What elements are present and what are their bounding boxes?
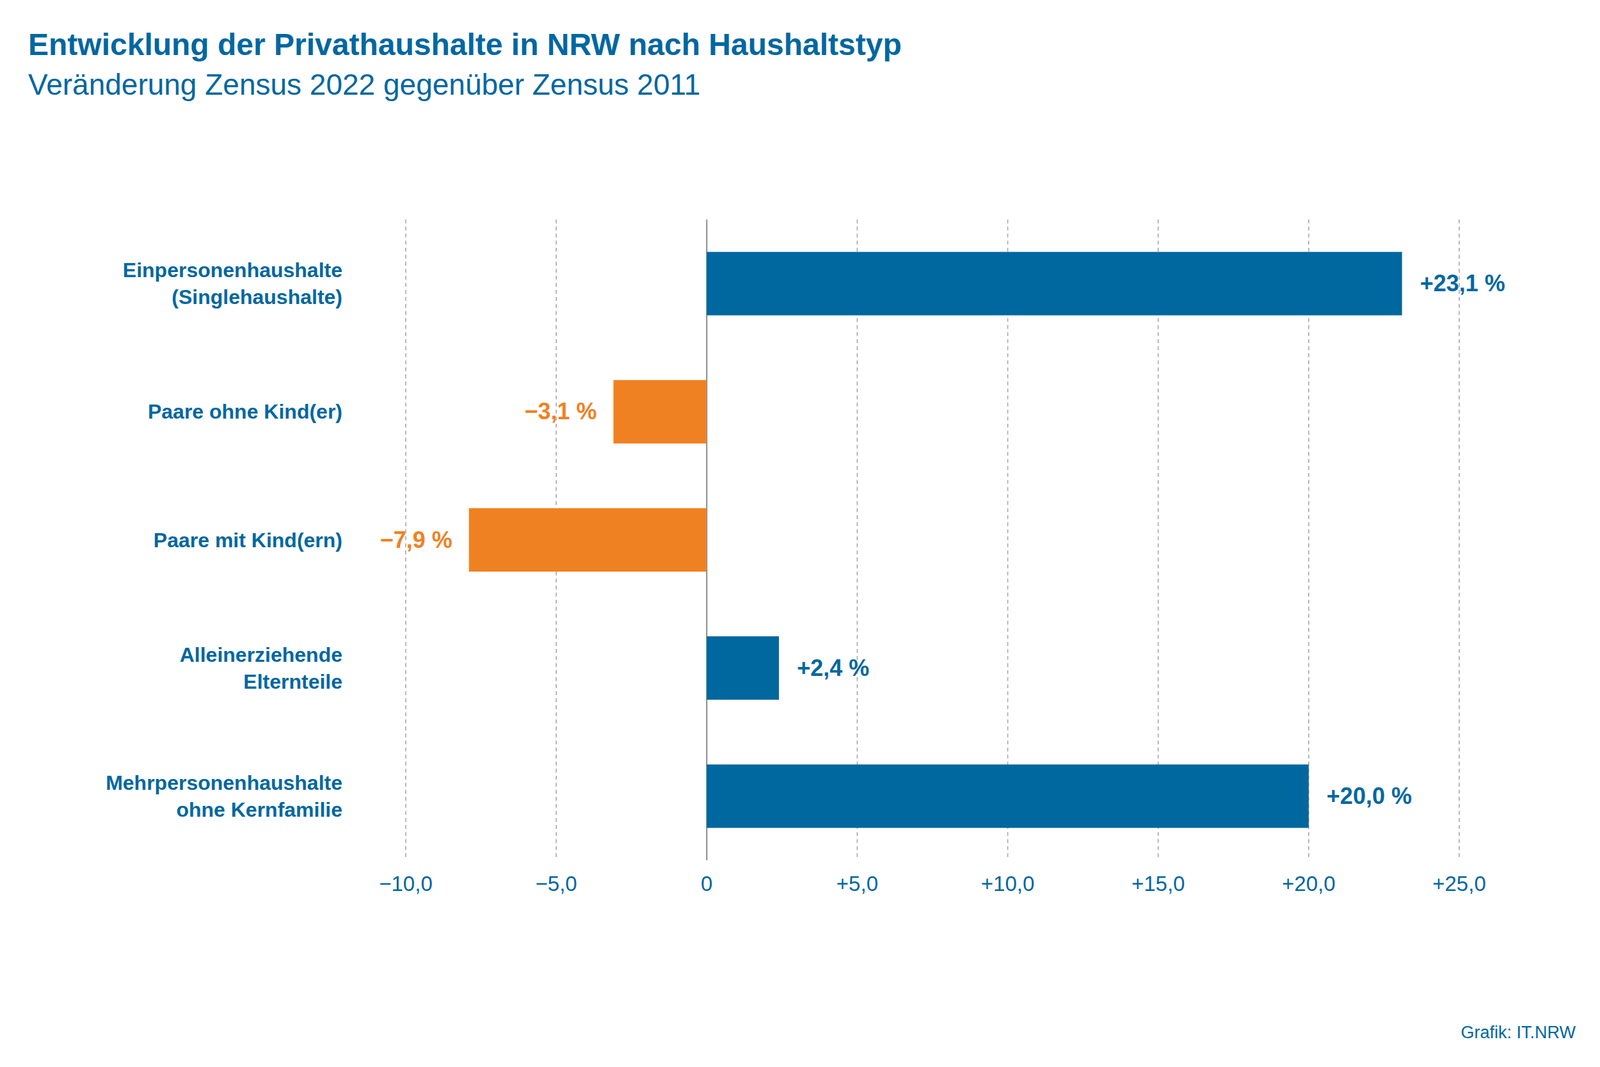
category-label: Einpersonenhaushalte(Singlehaushalte): [122, 258, 343, 309]
tick-label: +15,0: [1131, 871, 1186, 896]
grid-line: [856, 219, 859, 861]
data-label: −7,9 %: [380, 526, 453, 553]
bar: [469, 508, 708, 572]
grid-line: [1007, 219, 1009, 861]
grid-line: [1308, 219, 1310, 861]
bar: [613, 380, 707, 444]
tick-label: +5,0: [836, 871, 879, 896]
bar: [706, 252, 1402, 316]
category-label: Mehrpersonenhaushalteohne Kernfamilie: [105, 771, 343, 822]
tick-label: +20,0: [1281, 871, 1336, 896]
data-label: +2,4 %: [796, 654, 870, 681]
source: Grafik: IT.NRW: [1460, 1022, 1576, 1042]
category-label: Paare mit Kind(ern): [153, 528, 343, 552]
data-label: −3,1 %: [524, 398, 597, 425]
tick-label: −10,0: [378, 871, 433, 896]
bar: [706, 636, 779, 700]
title: Entwicklung der Privathaushalte in NRW n…: [28, 27, 902, 62]
grid-line: [1458, 219, 1460, 861]
grid: [405, 219, 1460, 861]
tick-label: +10,0: [981, 871, 1035, 896]
labels: Einpersonenhaushalte(Singlehaushalte) +23…: [105, 258, 1506, 822]
tick-label: −5,0: [535, 871, 578, 896]
chart: Entwicklung der Privathaushalte in NRW n…: [0, 0, 1600, 1067]
subtitle: Veränderung Zensus 2022 gegenüber Zensus…: [28, 67, 701, 102]
tick-label: 0: [700, 871, 713, 896]
data-label: +20,0 %: [1326, 782, 1412, 809]
bars: [469, 252, 1403, 829]
bar: [706, 764, 1309, 828]
tick-label: +25,0: [1432, 871, 1487, 896]
category-label: AlleinerziehendeElternteile: [179, 643, 343, 694]
data-label: +23,1 %: [1420, 270, 1506, 297]
grid-line: [1157, 219, 1160, 861]
category-label: Paare ohne Kind(er): [147, 400, 343, 424]
